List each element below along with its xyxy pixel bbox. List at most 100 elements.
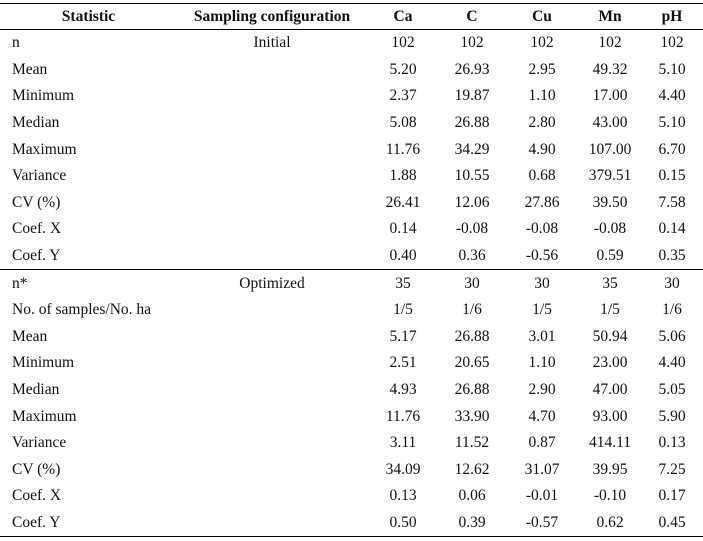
cu-value-cell: 102 — [530, 34, 554, 52]
table-row: CV (%) 34.09 12.62 31.07 39.95 7.25 — [0, 457, 703, 484]
c-value-cell: 26.88 — [454, 327, 490, 345]
statistic-cell: Variance — [12, 434, 67, 452]
sampling-configuration-cell — [177, 483, 367, 510]
ca-value-cell: 1.88 — [389, 167, 417, 185]
ph-value-cell: 4.40 — [658, 87, 686, 105]
mn-value-cell: 0.59 — [596, 247, 624, 265]
ca-value-cell: 0.14 — [389, 220, 417, 238]
statistic-cell: Median — [12, 381, 60, 399]
table-row: Mean 5.17 26.88 3.01 50.94 5.06 — [0, 324, 703, 351]
header-ca: Ca — [393, 7, 413, 25]
table-body: n Initial 102 102 102 102 102 Mean 5.20 26.93 2.95… — [0, 30, 703, 537]
ph-value-cell: 0.17 — [658, 487, 686, 505]
c-value-cell: 1/6 — [462, 301, 482, 319]
table-header: Statistic Sampling configuration Ca C Cu… — [0, 3, 703, 30]
cu-value-cell: 2.80 — [528, 114, 556, 132]
statistic-cell: Maximum — [12, 407, 77, 425]
c-value-cell: 19.87 — [454, 87, 490, 105]
ca-value-cell: 11.76 — [385, 407, 421, 425]
cu-value-cell: 3.01 — [528, 327, 556, 345]
ph-value-cell: 5.05 — [658, 381, 686, 399]
sampling-configuration-cell — [177, 136, 367, 163]
ca-value-cell: 0.13 — [389, 487, 417, 505]
table-row: Mean 5.20 26.93 2.95 49.32 5.10 — [0, 57, 703, 84]
c-value-cell: 102 — [460, 34, 484, 52]
ca-value-cell: 2.51 — [389, 354, 417, 372]
c-value-cell: 20.65 — [454, 354, 490, 372]
ph-value-cell: 0.35 — [658, 247, 686, 265]
table-row: Median 4.93 26.88 2.90 47.00 5.05 — [0, 377, 703, 404]
table-row: n* Optimized 35 30 30 35 30 — [0, 269, 703, 297]
cu-value-cell: 4.90 — [528, 140, 556, 158]
cu-value-cell: 4.70 — [528, 407, 556, 425]
sampling-configuration-cell — [177, 216, 367, 243]
sampling-configuration-cell — [177, 190, 367, 217]
mn-value-cell: 39.95 — [592, 460, 628, 478]
ph-value-cell: 1/6 — [662, 301, 682, 319]
statistic-cell: CV (%) — [12, 193, 61, 211]
ph-value-cell: 4.40 — [658, 354, 686, 372]
cu-value-cell: 0.87 — [528, 434, 556, 452]
statistic-cell: Variance — [12, 167, 67, 185]
sampling-configuration-cell: Initial — [253, 34, 291, 52]
c-value-cell: 0.39 — [458, 513, 486, 531]
sampling-configuration-cell — [177, 324, 367, 351]
table-row: Coef. X 0.14 -0.08 -0.08 -0.08 0.14 — [0, 216, 703, 243]
mn-value-cell: 39.50 — [592, 193, 628, 211]
c-value-cell: 12.62 — [454, 460, 490, 478]
ca-value-cell: 5.17 — [389, 327, 417, 345]
header-cu: Cu — [532, 7, 552, 25]
header-sampling-configuration: Sampling configuration — [193, 7, 351, 25]
c-value-cell: 11.52 — [454, 434, 490, 452]
mn-value-cell: 35 — [602, 274, 618, 292]
mn-value-cell: 0.62 — [596, 513, 624, 531]
header-statistic: Statistic — [61, 7, 116, 25]
cu-value-cell: -0.56 — [525, 247, 559, 265]
statistic-cell: CV (%) — [12, 460, 61, 478]
statistic-cell: Median — [12, 114, 60, 132]
table-row: Minimum 2.51 20.65 1.10 23.00 4.40 — [0, 350, 703, 377]
ca-value-cell: 1/5 — [393, 301, 413, 319]
sampling-configuration-cell: Optimized — [239, 274, 305, 292]
statistic-cell: Minimum — [12, 354, 75, 372]
mn-value-cell: 93.00 — [592, 407, 628, 425]
cu-value-cell: 2.90 — [528, 381, 556, 399]
ph-value-cell: 7.58 — [658, 193, 686, 211]
cu-value-cell: 31.07 — [524, 460, 560, 478]
mn-value-cell: 43.00 — [592, 114, 628, 132]
mn-value-cell: 102 — [598, 34, 622, 52]
ph-value-cell: 5.90 — [658, 407, 686, 425]
c-value-cell: 0.36 — [458, 247, 486, 265]
ca-value-cell: 0.50 — [389, 513, 417, 531]
ca-value-cell: 35 — [395, 274, 411, 292]
c-value-cell: 30 — [464, 274, 480, 292]
sampling-configuration-cell — [177, 510, 367, 537]
ph-value-cell: 5.10 — [658, 114, 686, 132]
statistic-cell: Minimum — [12, 87, 75, 105]
table-row: Minimum 2.37 19.87 1.10 17.00 4.40 — [0, 83, 703, 110]
ca-value-cell: 11.76 — [385, 140, 421, 158]
c-value-cell: 12.06 — [454, 193, 490, 211]
header-row: Statistic Sampling configuration Ca C Cu… — [0, 3, 703, 30]
table-row: Variance 3.11 11.52 0.87 414.11 0.13 — [0, 430, 703, 457]
sampling-configuration-cell — [177, 243, 367, 270]
table-row: Maximum 11.76 33.90 4.70 93.00 5.90 — [0, 403, 703, 430]
cu-value-cell: 1.10 — [528, 87, 556, 105]
ca-value-cell: 102 — [391, 34, 415, 52]
mn-value-cell: 414.11 — [588, 434, 632, 452]
mn-value-cell: 50.94 — [592, 327, 628, 345]
table-row: Coef. Y 0.50 0.39 -0.57 0.62 0.45 — [0, 510, 703, 537]
mn-value-cell: -0.10 — [593, 487, 627, 505]
table-row: Maximum 11.76 34.29 4.90 107.00 6.70 — [0, 136, 703, 163]
table-row: Coef. X 0.13 0.06 -0.01 -0.10 0.17 — [0, 483, 703, 510]
header-c: C — [466, 7, 478, 25]
c-value-cell: 0.06 — [458, 487, 486, 505]
ca-value-cell: 2.37 — [389, 87, 417, 105]
statistic-cell: Mean — [12, 327, 48, 345]
c-value-cell: 26.93 — [454, 60, 490, 78]
mn-value-cell: -0.08 — [593, 220, 627, 238]
ca-value-cell: 4.93 — [389, 381, 417, 399]
ph-value-cell: 102 — [660, 34, 684, 52]
sampling-configuration-cell — [177, 163, 367, 190]
sampling-configuration-cell — [177, 297, 367, 324]
